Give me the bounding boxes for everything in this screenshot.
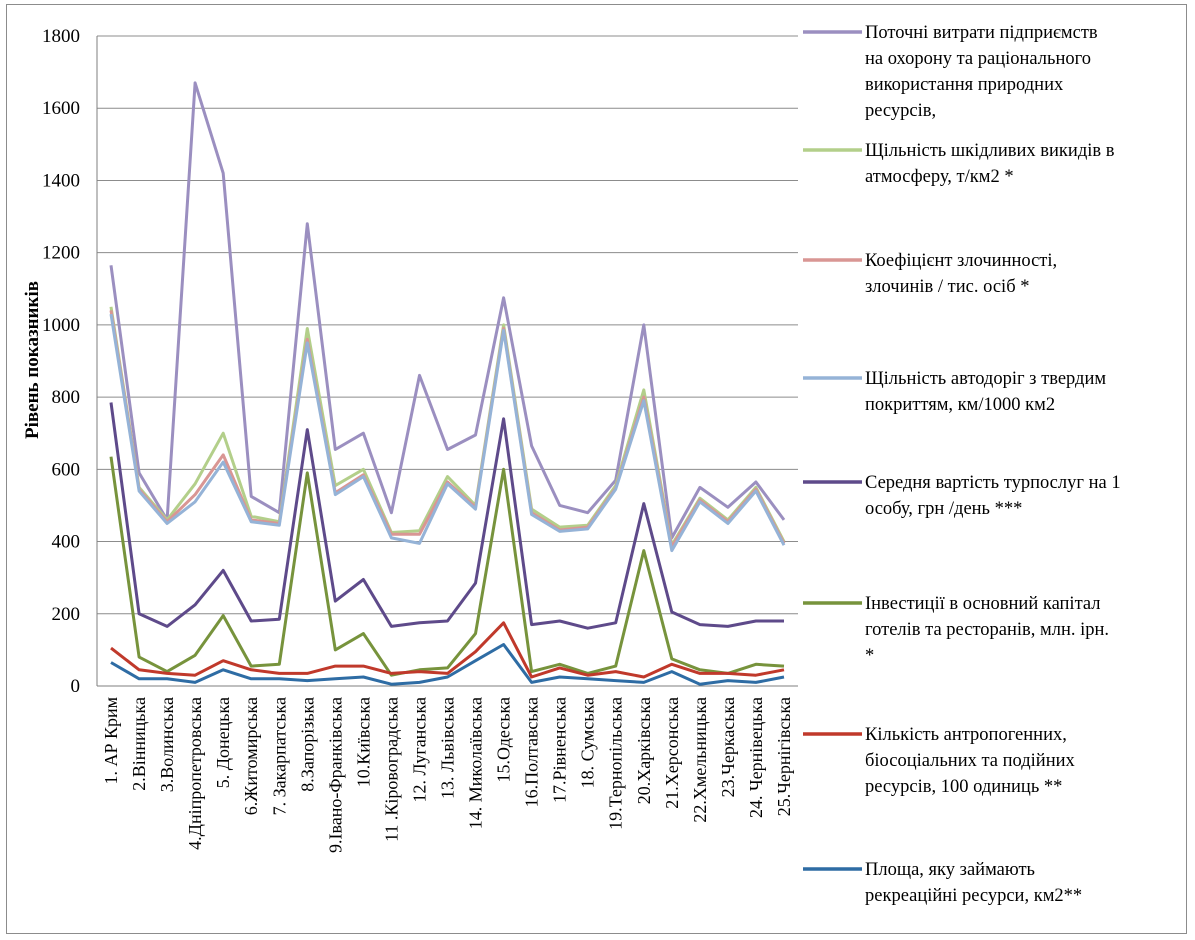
x-tick-label: 8.Запорізька bbox=[297, 697, 317, 792]
series-line-3 bbox=[109, 310, 786, 549]
y-axis-ticks: 0 200 400 600 800 1000 1200 1400 1600 1800 bbox=[42, 26, 80, 697]
x-tick-label: 12. Луганська bbox=[409, 697, 429, 802]
x-tick-label: 10.Київська bbox=[353, 697, 373, 787]
series-line-5 bbox=[109, 402, 784, 630]
y-tick-label: 1200 bbox=[42, 243, 80, 264]
legend-label: покриттям, км/1000 км2 bbox=[865, 395, 1055, 415]
x-tick-label: 21.Херсонська bbox=[662, 697, 682, 809]
legend-label: Інвестиції в основний капітал bbox=[865, 594, 1101, 614]
legend-label: злочинів / тис. осіб * bbox=[865, 277, 1029, 297]
y-tick-label: 1600 bbox=[42, 98, 80, 119]
x-tick-label: 4.Дніпропетровська bbox=[185, 697, 205, 850]
x-tick-label: 22.Хмельницька bbox=[690, 697, 710, 823]
legend-label: ресурсів, bbox=[865, 101, 936, 121]
legend-label: біосоціальних та подійних bbox=[865, 751, 1076, 771]
x-tick-label: 15.Одеська bbox=[494, 697, 514, 783]
series-lines bbox=[109, 81, 786, 686]
x-tick-label: 19.Тернопільська bbox=[606, 697, 626, 830]
x-tick-label: 7. Закарпатська bbox=[269, 697, 289, 815]
gridlines bbox=[96, 35, 798, 687]
x-tick-label: 23.Черкаська bbox=[718, 697, 738, 797]
x-tick-label: 5. Донецька bbox=[213, 697, 233, 788]
x-tick-label: 20.Харківська bbox=[634, 697, 654, 804]
x-tick-label: 6.Житомирська bbox=[241, 697, 261, 815]
series-line-7 bbox=[110, 621, 785, 679]
legend-label: Поточні витрати підприємств bbox=[865, 23, 1098, 43]
series-line-2 bbox=[109, 306, 786, 547]
y-tick-label: 800 bbox=[52, 387, 81, 408]
legend-label: на охорону та раціонального bbox=[865, 49, 1091, 69]
legend-label: Середня вартість турпослуг на 1 bbox=[865, 473, 1121, 493]
y-tick-label: 0 bbox=[71, 676, 81, 697]
legend-label: Щільність автодоріг з твердим bbox=[865, 369, 1106, 389]
legend-label: Площа, яку займають bbox=[865, 860, 1035, 880]
y-tick-label: 1800 bbox=[42, 26, 80, 47]
x-tick-label: 3.Волинська bbox=[157, 697, 177, 792]
legend-label: атмосферу, т/км2 * bbox=[865, 167, 1014, 187]
x-tick-label: 9.Івано-Франківська bbox=[325, 697, 345, 853]
y-tick-label: 1000 bbox=[42, 315, 80, 336]
x-tick-label: 17.Рівненська bbox=[550, 697, 570, 803]
x-tick-label: 11 .Кіровоградська bbox=[381, 697, 401, 842]
x-tick-label: 25.Чернігівська bbox=[774, 697, 794, 816]
x-tick-label: 24. Чернівецька bbox=[746, 697, 766, 818]
legend-label: Коефіцієнт злочинності, bbox=[865, 251, 1057, 271]
x-tick-label: 14. Миколаївська bbox=[466, 697, 486, 829]
legend-label: готелів та ресторанів, млн. ірн. bbox=[865, 620, 1109, 640]
legend-label: використання природних bbox=[865, 75, 1064, 95]
x-tick-label: 16.Полтавська bbox=[522, 697, 542, 807]
y-axis-label: Рівень показників bbox=[22, 281, 43, 439]
y-tick-label: 600 bbox=[52, 459, 81, 480]
x-tick-label: 2.Вінницька bbox=[129, 697, 149, 791]
x-tick-label: 13. Львівська bbox=[438, 697, 458, 799]
series-line-8 bbox=[110, 643, 785, 686]
legend-label: * bbox=[865, 646, 874, 666]
x-axis-ticks: 1. АР Крим 2.Вінницька 3.Волинська 4.Дніпро… bbox=[101, 697, 794, 853]
y-tick-label: 200 bbox=[52, 604, 81, 625]
series-line-6 bbox=[109, 456, 785, 677]
legend-label: рекреаційні ресурси, км2** bbox=[865, 886, 1082, 906]
y-tick-label: 1400 bbox=[42, 170, 80, 191]
x-tick-label: 1. АР Крим bbox=[101, 697, 121, 785]
legend-label: ресурсів, 100 одиниць ** bbox=[865, 777, 1062, 797]
legend-label: Щільність шкідливих викидів в bbox=[865, 141, 1115, 161]
y-tick-label: 400 bbox=[52, 532, 81, 553]
legend-label: особу, грн /день *** bbox=[865, 499, 1022, 519]
legend-label: Кількість антропогенних, bbox=[865, 725, 1067, 745]
legend: Поточні витрати підприємств на охорону та… bbox=[803, 23, 1121, 906]
x-tick-label: 18. Сумська bbox=[578, 697, 598, 788]
series-line-4 bbox=[109, 313, 786, 553]
